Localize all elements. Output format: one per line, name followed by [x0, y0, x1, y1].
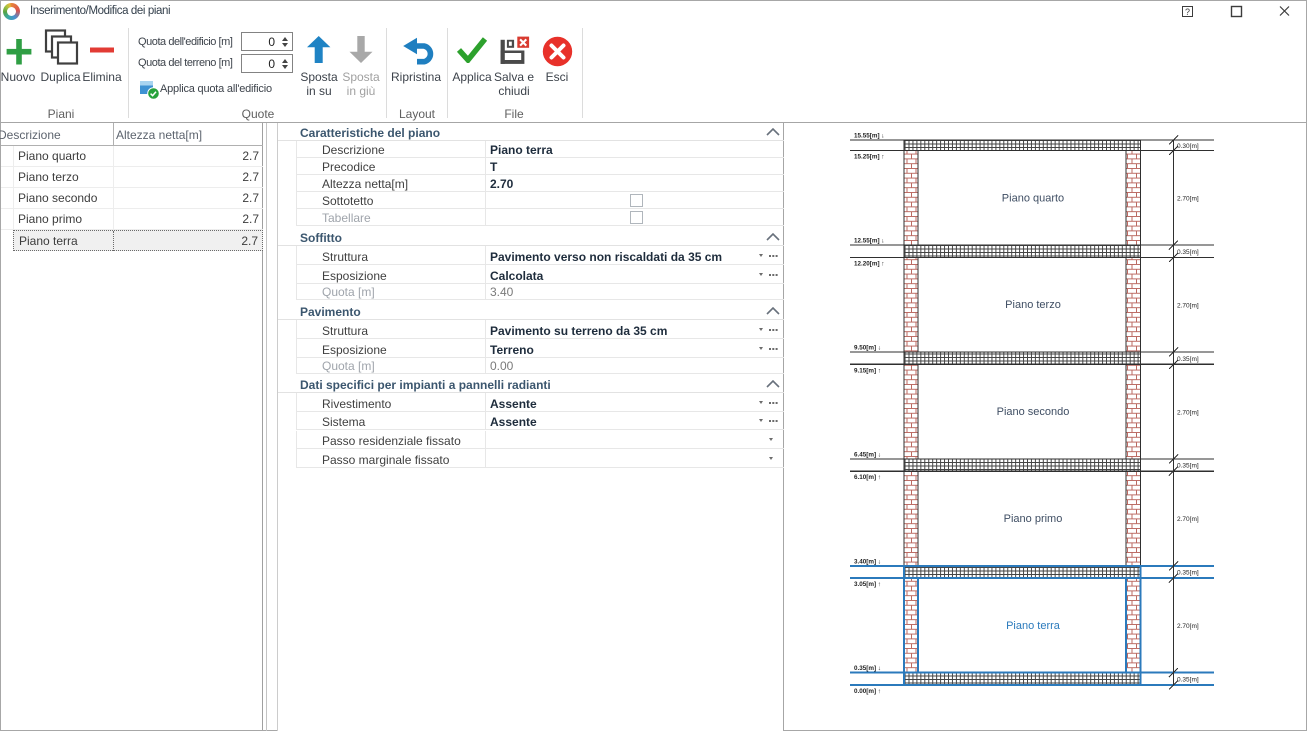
svg-text:0.35[m] ↓: 0.35[m] ↓: [854, 665, 881, 672]
svg-text:Piano primo: Piano primo: [1004, 513, 1063, 525]
svg-text:Piano terra: Piano terra: [1006, 620, 1061, 632]
svg-text:Piano quarto: Piano quarto: [1002, 192, 1064, 204]
svg-text:?: ?: [1185, 7, 1190, 17]
svg-text:6.45[m] ↓: 6.45[m] ↓: [854, 451, 881, 458]
svg-text:15.55[m] ↓: 15.55[m] ↓: [854, 133, 884, 140]
svg-text:2.70[m]: 2.70[m]: [1177, 516, 1199, 523]
svg-text:6.10[m] ↑: 6.10[m] ↑: [854, 474, 881, 481]
svg-text:0.35[m]: 0.35[m]: [1177, 677, 1199, 684]
svg-text:2.70[m]: 2.70[m]: [1177, 196, 1199, 203]
svg-text:3.40[m] ↓: 3.40[m] ↓: [854, 558, 881, 565]
svg-text:0.35[m]: 0.35[m]: [1177, 570, 1199, 577]
svg-text:2.70[m]: 2.70[m]: [1177, 623, 1199, 630]
svg-text:0.35[m]: 0.35[m]: [1177, 356, 1199, 363]
svg-text:12.20[m] ↑: 12.20[m] ↑: [854, 260, 884, 267]
svg-text:Piano secondo: Piano secondo: [997, 406, 1070, 418]
svg-text:9.15[m] ↑: 9.15[m] ↑: [854, 367, 881, 374]
svg-text:2.70[m]: 2.70[m]: [1177, 409, 1199, 416]
svg-text:Piano terzo: Piano terzo: [1005, 299, 1061, 311]
svg-text:2.70[m]: 2.70[m]: [1177, 302, 1199, 309]
svg-text:0.00[m] ↑: 0.00[m] ↑: [854, 688, 881, 695]
svg-text:15.25[m] ↑: 15.25[m] ↑: [854, 154, 884, 161]
svg-text:0.30[m]: 0.30[m]: [1177, 143, 1199, 150]
svg-text:0.35[m]: 0.35[m]: [1177, 463, 1199, 470]
svg-text:12.55[m] ↓: 12.55[m] ↓: [854, 238, 884, 245]
svg-text:9.50[m] ↓: 9.50[m] ↓: [854, 345, 881, 352]
svg-text:3.05[m] ↑: 3.05[m] ↑: [854, 581, 881, 588]
svg-text:0.35[m]: 0.35[m]: [1177, 249, 1199, 256]
